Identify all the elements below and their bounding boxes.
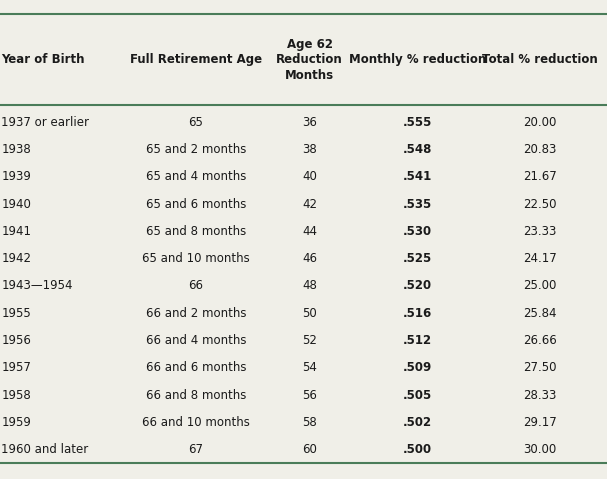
Text: 65 and 6 months: 65 and 6 months [146,197,246,211]
Text: 44: 44 [302,225,317,238]
Text: 65: 65 [188,115,203,129]
Text: 54: 54 [302,361,317,375]
Text: 46: 46 [302,252,317,265]
Text: 1943—1954: 1943—1954 [1,279,73,293]
Text: 20.83: 20.83 [524,143,557,156]
Text: 1955: 1955 [1,307,31,320]
Text: 66 and 10 months: 66 and 10 months [142,416,249,429]
Text: .505: .505 [402,388,432,402]
Text: 66 and 6 months: 66 and 6 months [146,361,246,375]
Text: 1941: 1941 [1,225,31,238]
Text: 58: 58 [302,416,317,429]
Text: 50: 50 [302,307,317,320]
Text: 60: 60 [302,443,317,456]
Text: Year of Birth: Year of Birth [1,53,85,67]
Text: 66: 66 [188,279,203,293]
Text: 1957: 1957 [1,361,31,375]
Text: 42: 42 [302,197,317,211]
Text: 1937 or earlier: 1937 or earlier [1,115,89,129]
Text: 1940: 1940 [1,197,31,211]
Text: Age 62
Reduction
Months: Age 62 Reduction Months [276,38,343,82]
Text: 1960 and later: 1960 and later [1,443,89,456]
Text: 30.00: 30.00 [524,443,557,456]
Text: 25.84: 25.84 [523,307,557,320]
Text: 26.66: 26.66 [523,334,557,347]
Text: Monthly % reduction: Monthly % reduction [348,53,486,67]
Text: 52: 52 [302,334,317,347]
Text: .512: .512 [403,334,432,347]
Text: 65 and 8 months: 65 and 8 months [146,225,246,238]
Text: Full Retirement Age: Full Retirement Age [130,53,262,67]
Text: 1958: 1958 [1,388,31,402]
Text: .530: .530 [403,225,432,238]
Text: 29.17: 29.17 [523,416,557,429]
Text: 65 and 4 months: 65 and 4 months [146,170,246,183]
Text: 25.00: 25.00 [524,279,557,293]
Text: 66 and 2 months: 66 and 2 months [146,307,246,320]
Text: 40: 40 [302,170,317,183]
Text: 48: 48 [302,279,317,293]
Text: 24.17: 24.17 [523,252,557,265]
Text: .555: .555 [402,115,432,129]
Text: 1959: 1959 [1,416,31,429]
Text: 56: 56 [302,388,317,402]
Text: 22.50: 22.50 [523,197,557,211]
Text: .502: .502 [403,416,432,429]
Text: .525: .525 [402,252,432,265]
Text: 1956: 1956 [1,334,31,347]
Text: .548: .548 [402,143,432,156]
Text: 28.33: 28.33 [524,388,557,402]
Text: 27.50: 27.50 [523,361,557,375]
Text: 1938: 1938 [1,143,31,156]
Text: 23.33: 23.33 [524,225,557,238]
Text: 67: 67 [188,443,203,456]
Text: Total % reduction: Total % reduction [483,53,598,67]
Text: 1939: 1939 [1,170,31,183]
Text: 1942: 1942 [1,252,31,265]
Text: 38: 38 [302,143,317,156]
Text: 65 and 10 months: 65 and 10 months [142,252,249,265]
Text: 65 and 2 months: 65 and 2 months [146,143,246,156]
Text: .520: .520 [403,279,432,293]
Text: .541: .541 [402,170,432,183]
Text: .500: .500 [403,443,432,456]
Text: 21.67: 21.67 [523,170,557,183]
Text: .535: .535 [402,197,432,211]
Text: 66 and 8 months: 66 and 8 months [146,388,246,402]
Text: 66 and 4 months: 66 and 4 months [146,334,246,347]
Text: .516: .516 [402,307,432,320]
Text: .509: .509 [402,361,432,375]
Text: 36: 36 [302,115,317,129]
Text: 20.00: 20.00 [524,115,557,129]
